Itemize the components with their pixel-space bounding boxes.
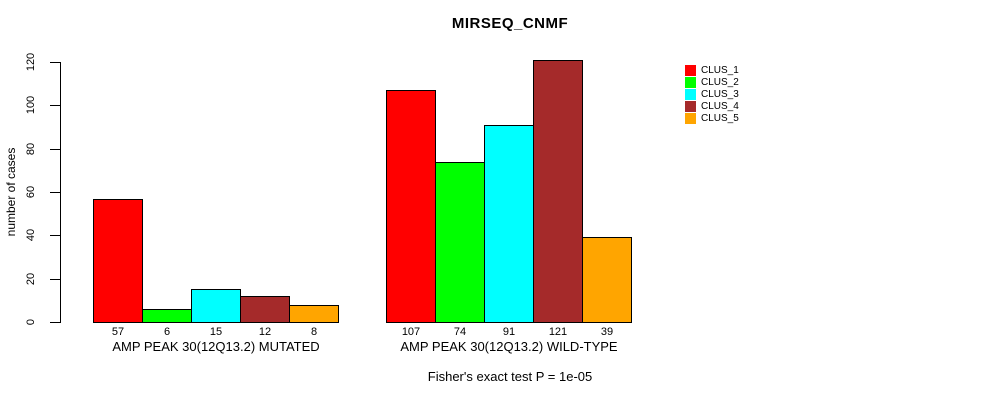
x-group-label: AMP PEAK 30(12Q13.2) WILD-TYPE	[400, 339, 618, 354]
y-tick-label: 120	[25, 52, 37, 72]
bar-value-label: 91	[502, 326, 516, 338]
y-tick-mark	[50, 62, 60, 63]
bar-value-label: 121	[548, 326, 568, 338]
legend-swatch-icon	[685, 88, 696, 100]
legend-row: CLUS_2	[685, 76, 739, 88]
x-group-label: AMP PEAK 30(12Q13.2) MUTATED	[112, 339, 320, 354]
bar-clus_4	[533, 60, 583, 323]
bar-value-label: 8	[310, 326, 318, 338]
y-axis-label: number of cases	[4, 147, 18, 237]
legend-label: CLUS_5	[701, 113, 739, 125]
legend-row: CLUS_4	[685, 101, 739, 113]
bar-clus_2	[435, 162, 485, 323]
legend-label: CLUS_3	[701, 88, 739, 100]
y-tick-mark	[50, 105, 60, 106]
bar-clus_2	[142, 309, 192, 323]
y-tick-mark	[50, 149, 60, 150]
y-tick-label: 60	[25, 185, 37, 199]
bar-value-label: 57	[111, 326, 125, 338]
bar-clus_5	[289, 305, 339, 323]
legend-label: CLUS_4	[701, 101, 739, 113]
bar-value-label: 107	[401, 326, 421, 338]
legend-swatch-icon	[685, 101, 696, 113]
y-tick-label: 80	[25, 142, 37, 156]
y-tick-mark	[50, 192, 60, 193]
y-tick-label: 100	[25, 95, 37, 115]
bar-clus_4	[240, 296, 290, 323]
y-tick-mark	[50, 279, 60, 280]
bar-clus_1	[93, 199, 143, 323]
bar-clus_5	[582, 237, 632, 323]
y-tick-mark	[50, 322, 60, 323]
footnote-text: Fisher's exact test P = 1e-05	[427, 369, 593, 384]
y-tick-mark	[50, 235, 60, 236]
legend-label: CLUS_2	[701, 76, 739, 88]
y-tick-label: 0	[25, 318, 37, 326]
y-tick-label: 40	[25, 228, 37, 242]
legend-label: CLUS_1	[701, 64, 739, 76]
bar-clus_1	[386, 90, 436, 323]
legend-swatch-icon	[685, 76, 696, 88]
y-tick-label: 20	[25, 272, 37, 286]
bar-value-label: 15	[209, 326, 223, 338]
bar-clus_3	[191, 289, 241, 323]
legend-row: CLUS_3	[685, 88, 739, 100]
legend-swatch-icon	[685, 64, 696, 76]
y-axis-line	[60, 62, 61, 323]
bar-value-label: 6	[163, 326, 171, 338]
bar-clus_3	[484, 125, 534, 323]
legend-swatch-icon	[685, 113, 696, 125]
bar-value-label: 12	[258, 326, 272, 338]
legend: CLUS_1 CLUS_2 CLUS_3 CLUS_4 CLUS_5	[685, 64, 739, 125]
bar-value-label: 74	[453, 326, 467, 338]
chart-title: MIRSEQ_CNMF	[451, 15, 569, 32]
legend-row: CLUS_1	[685, 64, 739, 76]
bar-value-label: 39	[600, 326, 614, 338]
legend-row: CLUS_5	[685, 113, 739, 125]
